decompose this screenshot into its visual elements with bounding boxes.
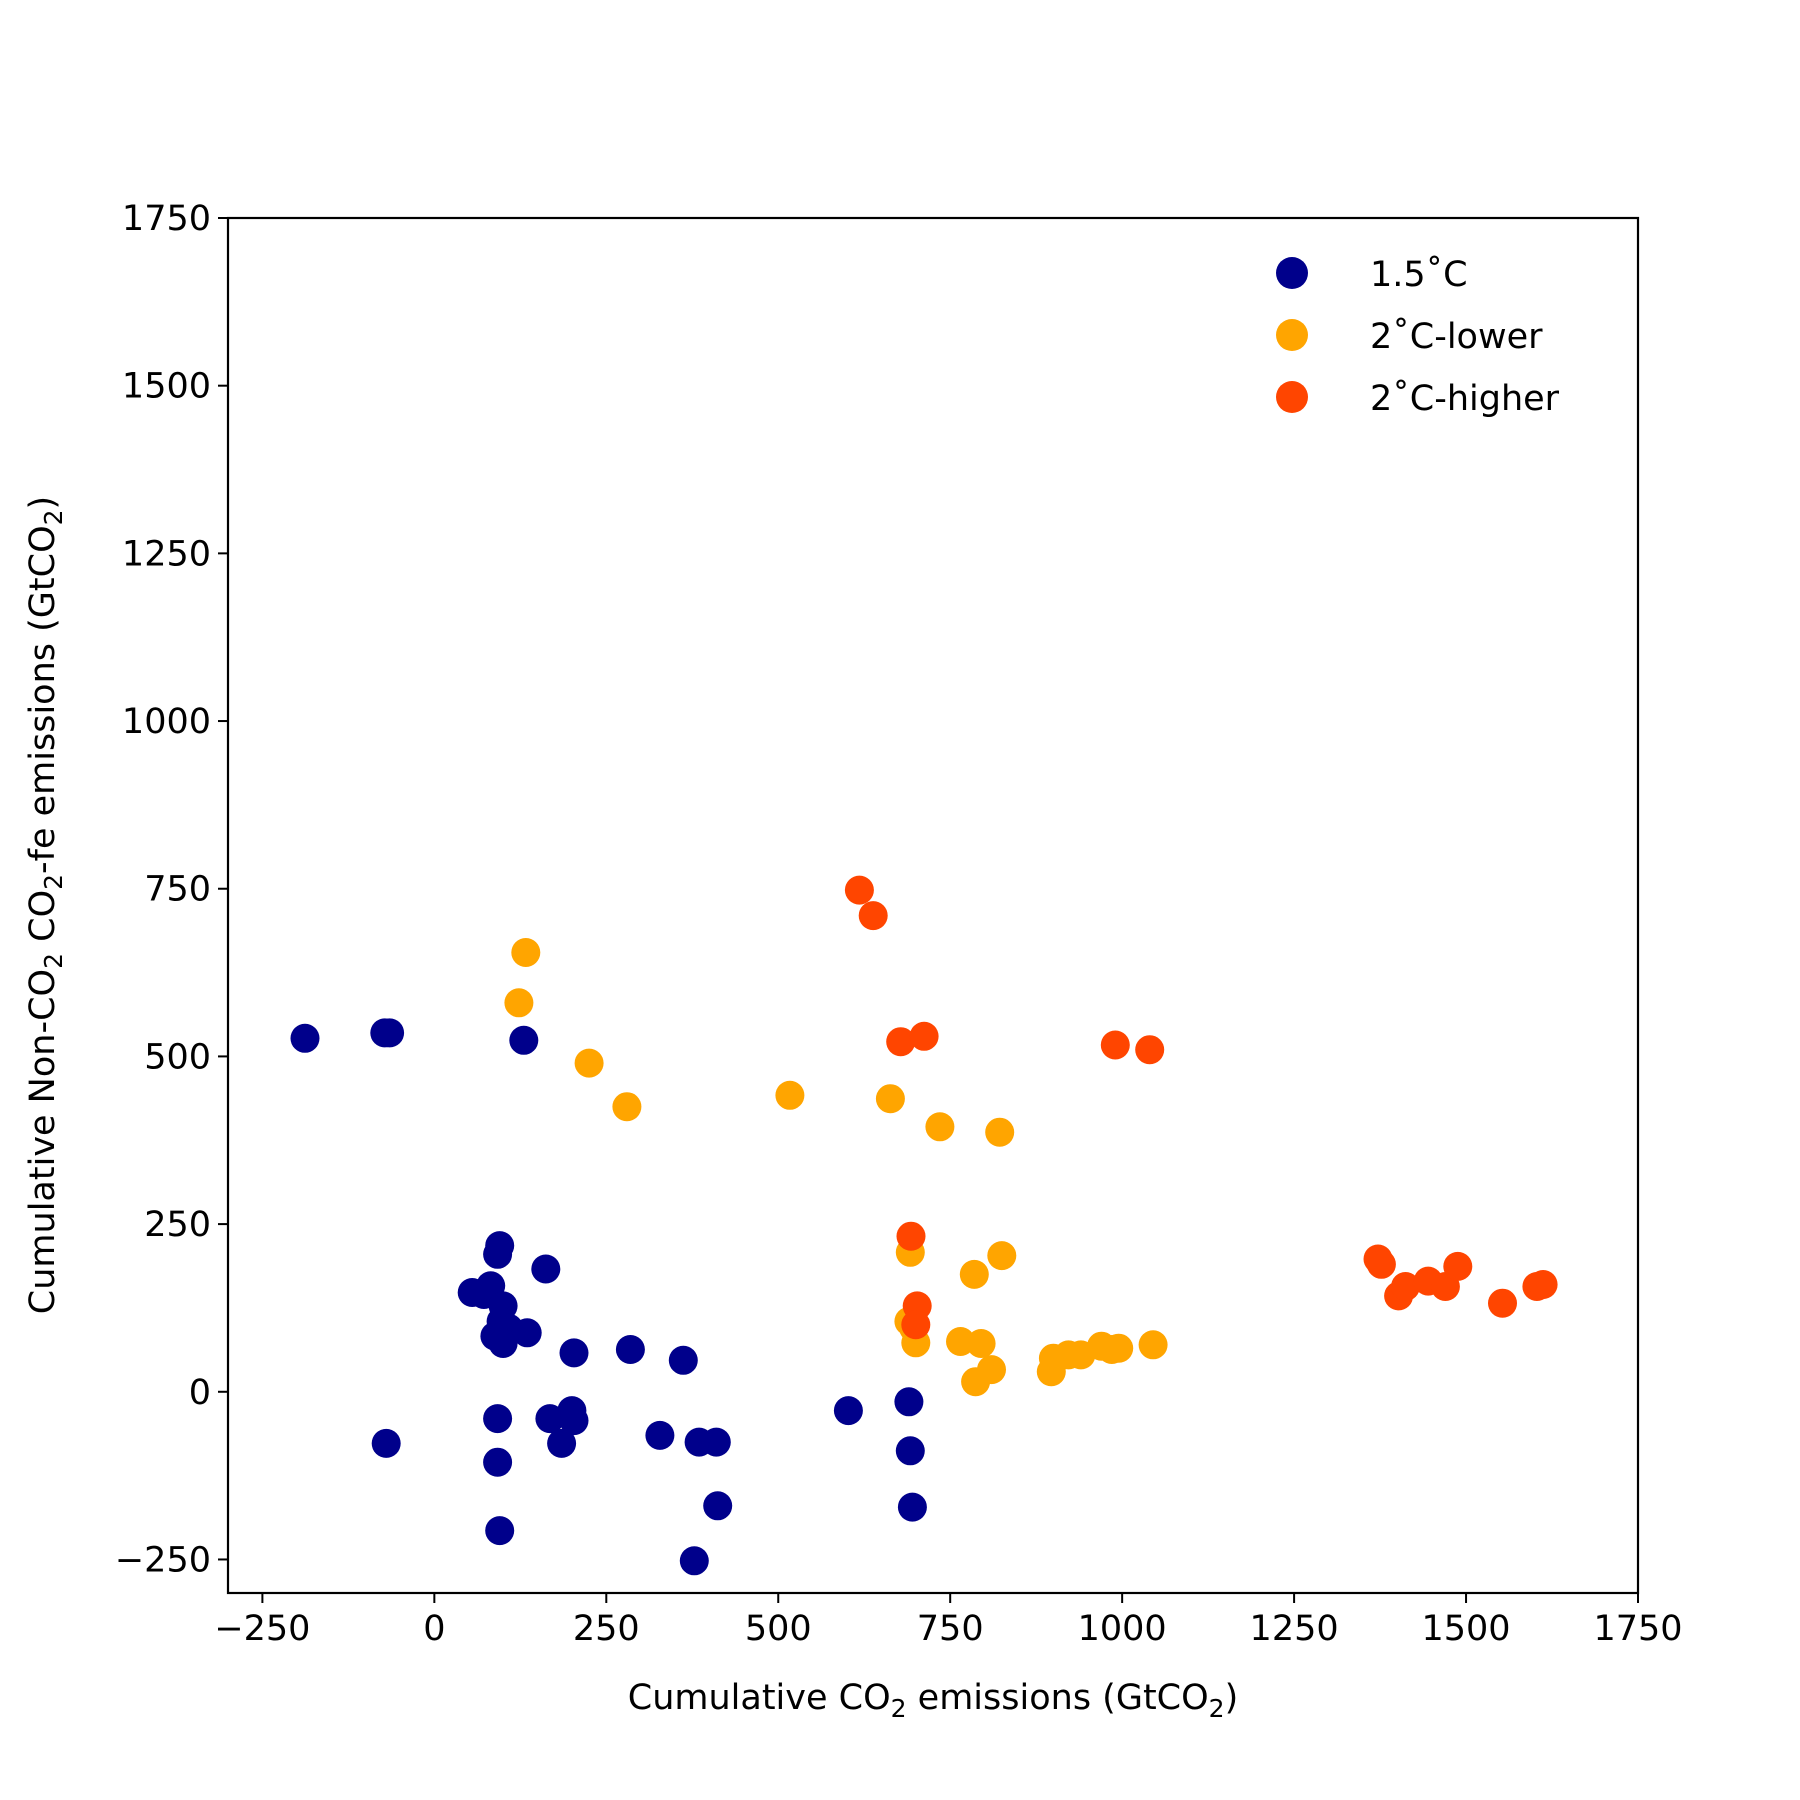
data-point-series2-6 [896, 1221, 926, 1251]
y-tick-label: 1750 [122, 199, 211, 239]
data-point-series0-19 [485, 1516, 515, 1546]
data-point-series2-18 [1528, 1270, 1558, 1299]
data-point-series2-1 [858, 901, 888, 931]
data-point-series0-3 [509, 1025, 539, 1055]
data-point-series1-24 [1104, 1333, 1134, 1363]
y-tick-label: 500 [144, 1037, 211, 1077]
y-axis-label-subscript: 2 [39, 953, 68, 969]
y-axis-label: Cumulative Non-CO2 CO2-fe emissions (GtC… [23, 496, 68, 1314]
data-point-series2-3 [909, 1021, 939, 1051]
data-point-series2-15 [1443, 1251, 1473, 1281]
data-point-series2-5 [1135, 1035, 1165, 1065]
data-point-series0-30 [703, 1491, 733, 1521]
data-point-series0-31 [679, 1546, 709, 1576]
x-tick-label: 1250 [1250, 1609, 1339, 1649]
x-axis-label-subscript: 2 [1209, 1694, 1225, 1723]
plot-frame [226, 216, 1640, 1595]
x-tick-label: 1750 [1593, 1609, 1682, 1649]
y-tick-label: 1000 [122, 702, 211, 742]
data-point-series2-10 [1366, 1249, 1396, 1279]
data-point-series0-26 [645, 1420, 675, 1450]
data-point-series0-23 [559, 1406, 589, 1436]
data-point-series0-9 [485, 1231, 515, 1261]
data-point-series2-2 [886, 1027, 916, 1057]
y-tick-label: 1250 [122, 534, 211, 574]
data-point-series1-9 [987, 1241, 1017, 1271]
legend-label-2c-lower: 2˚C-lower [1370, 316, 1543, 357]
data-point-series0-14 [488, 1329, 518, 1358]
legend-label-1-5c: 1.5˚C [1370, 254, 1468, 295]
data-point-series1-2 [574, 1048, 604, 1078]
data-point-series1-1 [504, 988, 534, 1018]
x-tick-label: 1000 [1078, 1609, 1167, 1649]
data-point-series2-12 [1391, 1272, 1420, 1301]
x-tick-label: 1500 [1422, 1609, 1511, 1649]
data-point-series0-15 [512, 1318, 542, 1348]
y-axis-label-part: Cumulative Non-CO [23, 969, 63, 1314]
data-point-series2-8 [901, 1310, 931, 1340]
data-point-series0-24 [559, 1338, 589, 1368]
data-point-series1-3 [612, 1092, 642, 1122]
data-point-series1-0 [511, 938, 541, 967]
x-axis-ticks: −250 0 250 500 750 1000 1250 1500 1750 [214, 1593, 1683, 1649]
x-tick-label: −250 [214, 1609, 310, 1649]
data-point-series0-29 [701, 1427, 731, 1457]
data-point-series2-16 [1488, 1288, 1517, 1318]
y-axis-label-subscript: 2 [39, 509, 68, 525]
data-point-series0-2 [375, 1018, 405, 1048]
data-point-series2-4 [1100, 1030, 1130, 1060]
x-tick-label: 0 [423, 1609, 445, 1649]
data-point-series0-21 [547, 1428, 577, 1458]
y-axis-label-part: ) [23, 496, 63, 510]
x-tick-label: 750 [917, 1609, 984, 1649]
data-point-series0-27 [668, 1345, 698, 1375]
legend-marker-2c-higher [1276, 381, 1308, 413]
data-point-series1-7 [985, 1117, 1015, 1147]
data-point-series0-4 [371, 1428, 401, 1458]
x-axis-label-part: ) [1225, 1678, 1239, 1718]
y-tick-label: 250 [144, 1205, 211, 1245]
data-point-series1-25 [1138, 1330, 1168, 1360]
x-tick-label: 250 [573, 1609, 640, 1649]
legend: 1.5˚C 2˚C-lower 2˚C-higher [1276, 254, 1560, 419]
legend-marker-1-5c [1276, 257, 1308, 289]
legend-label-2c-higher: 2˚C-higher [1370, 378, 1560, 419]
data-point-series0-33 [894, 1387, 924, 1417]
legend-marker-2c-lower [1276, 319, 1308, 351]
y-axis-label-part: -fe emissions (GtCO [23, 525, 63, 874]
data-point-series0-18 [483, 1447, 513, 1477]
y-tick-label: 750 [144, 870, 211, 910]
y-tick-label: −250 [115, 1540, 211, 1580]
y-tick-label: 1500 [122, 367, 211, 407]
data-point-series0-35 [897, 1492, 927, 1522]
data-point-series0-34 [895, 1436, 925, 1466]
y-tick-label: 0 [189, 1373, 211, 1413]
x-axis-label-part: Cumulative CO [628, 1678, 891, 1718]
data-points [290, 875, 1558, 1576]
data-point-series1-10 [959, 1259, 989, 1289]
data-point-series2-0 [844, 875, 874, 905]
data-point-series1-5 [875, 1084, 905, 1114]
x-axis-label-part: emissions (GtCO [907, 1678, 1209, 1718]
data-point-series1-4 [775, 1080, 805, 1110]
data-point-series0-17 [483, 1404, 513, 1434]
x-tick-label: 500 [745, 1609, 812, 1649]
x-axis-label-subscript: 2 [891, 1694, 907, 1723]
data-point-series1-15 [966, 1329, 996, 1358]
y-axis-ticks: −250 0 250 500 750 1000 1250 1500 1750 [115, 199, 228, 1580]
data-point-series0-0 [290, 1023, 320, 1053]
data-point-series0-32 [833, 1396, 863, 1426]
data-point-series0-20 [535, 1404, 565, 1434]
data-point-series1-17 [961, 1367, 991, 1397]
y-axis-label-subscript: 2 [39, 874, 68, 890]
x-axis-label: Cumulative CO2 emissions (GtCO2) [628, 1678, 1238, 1723]
plot-area [228, 218, 1638, 1593]
data-point-series0-16 [531, 1254, 561, 1284]
y-axis-label-part: CO [23, 890, 63, 953]
data-point-series1-6 [925, 1112, 955, 1142]
data-point-series0-25 [615, 1335, 645, 1364]
